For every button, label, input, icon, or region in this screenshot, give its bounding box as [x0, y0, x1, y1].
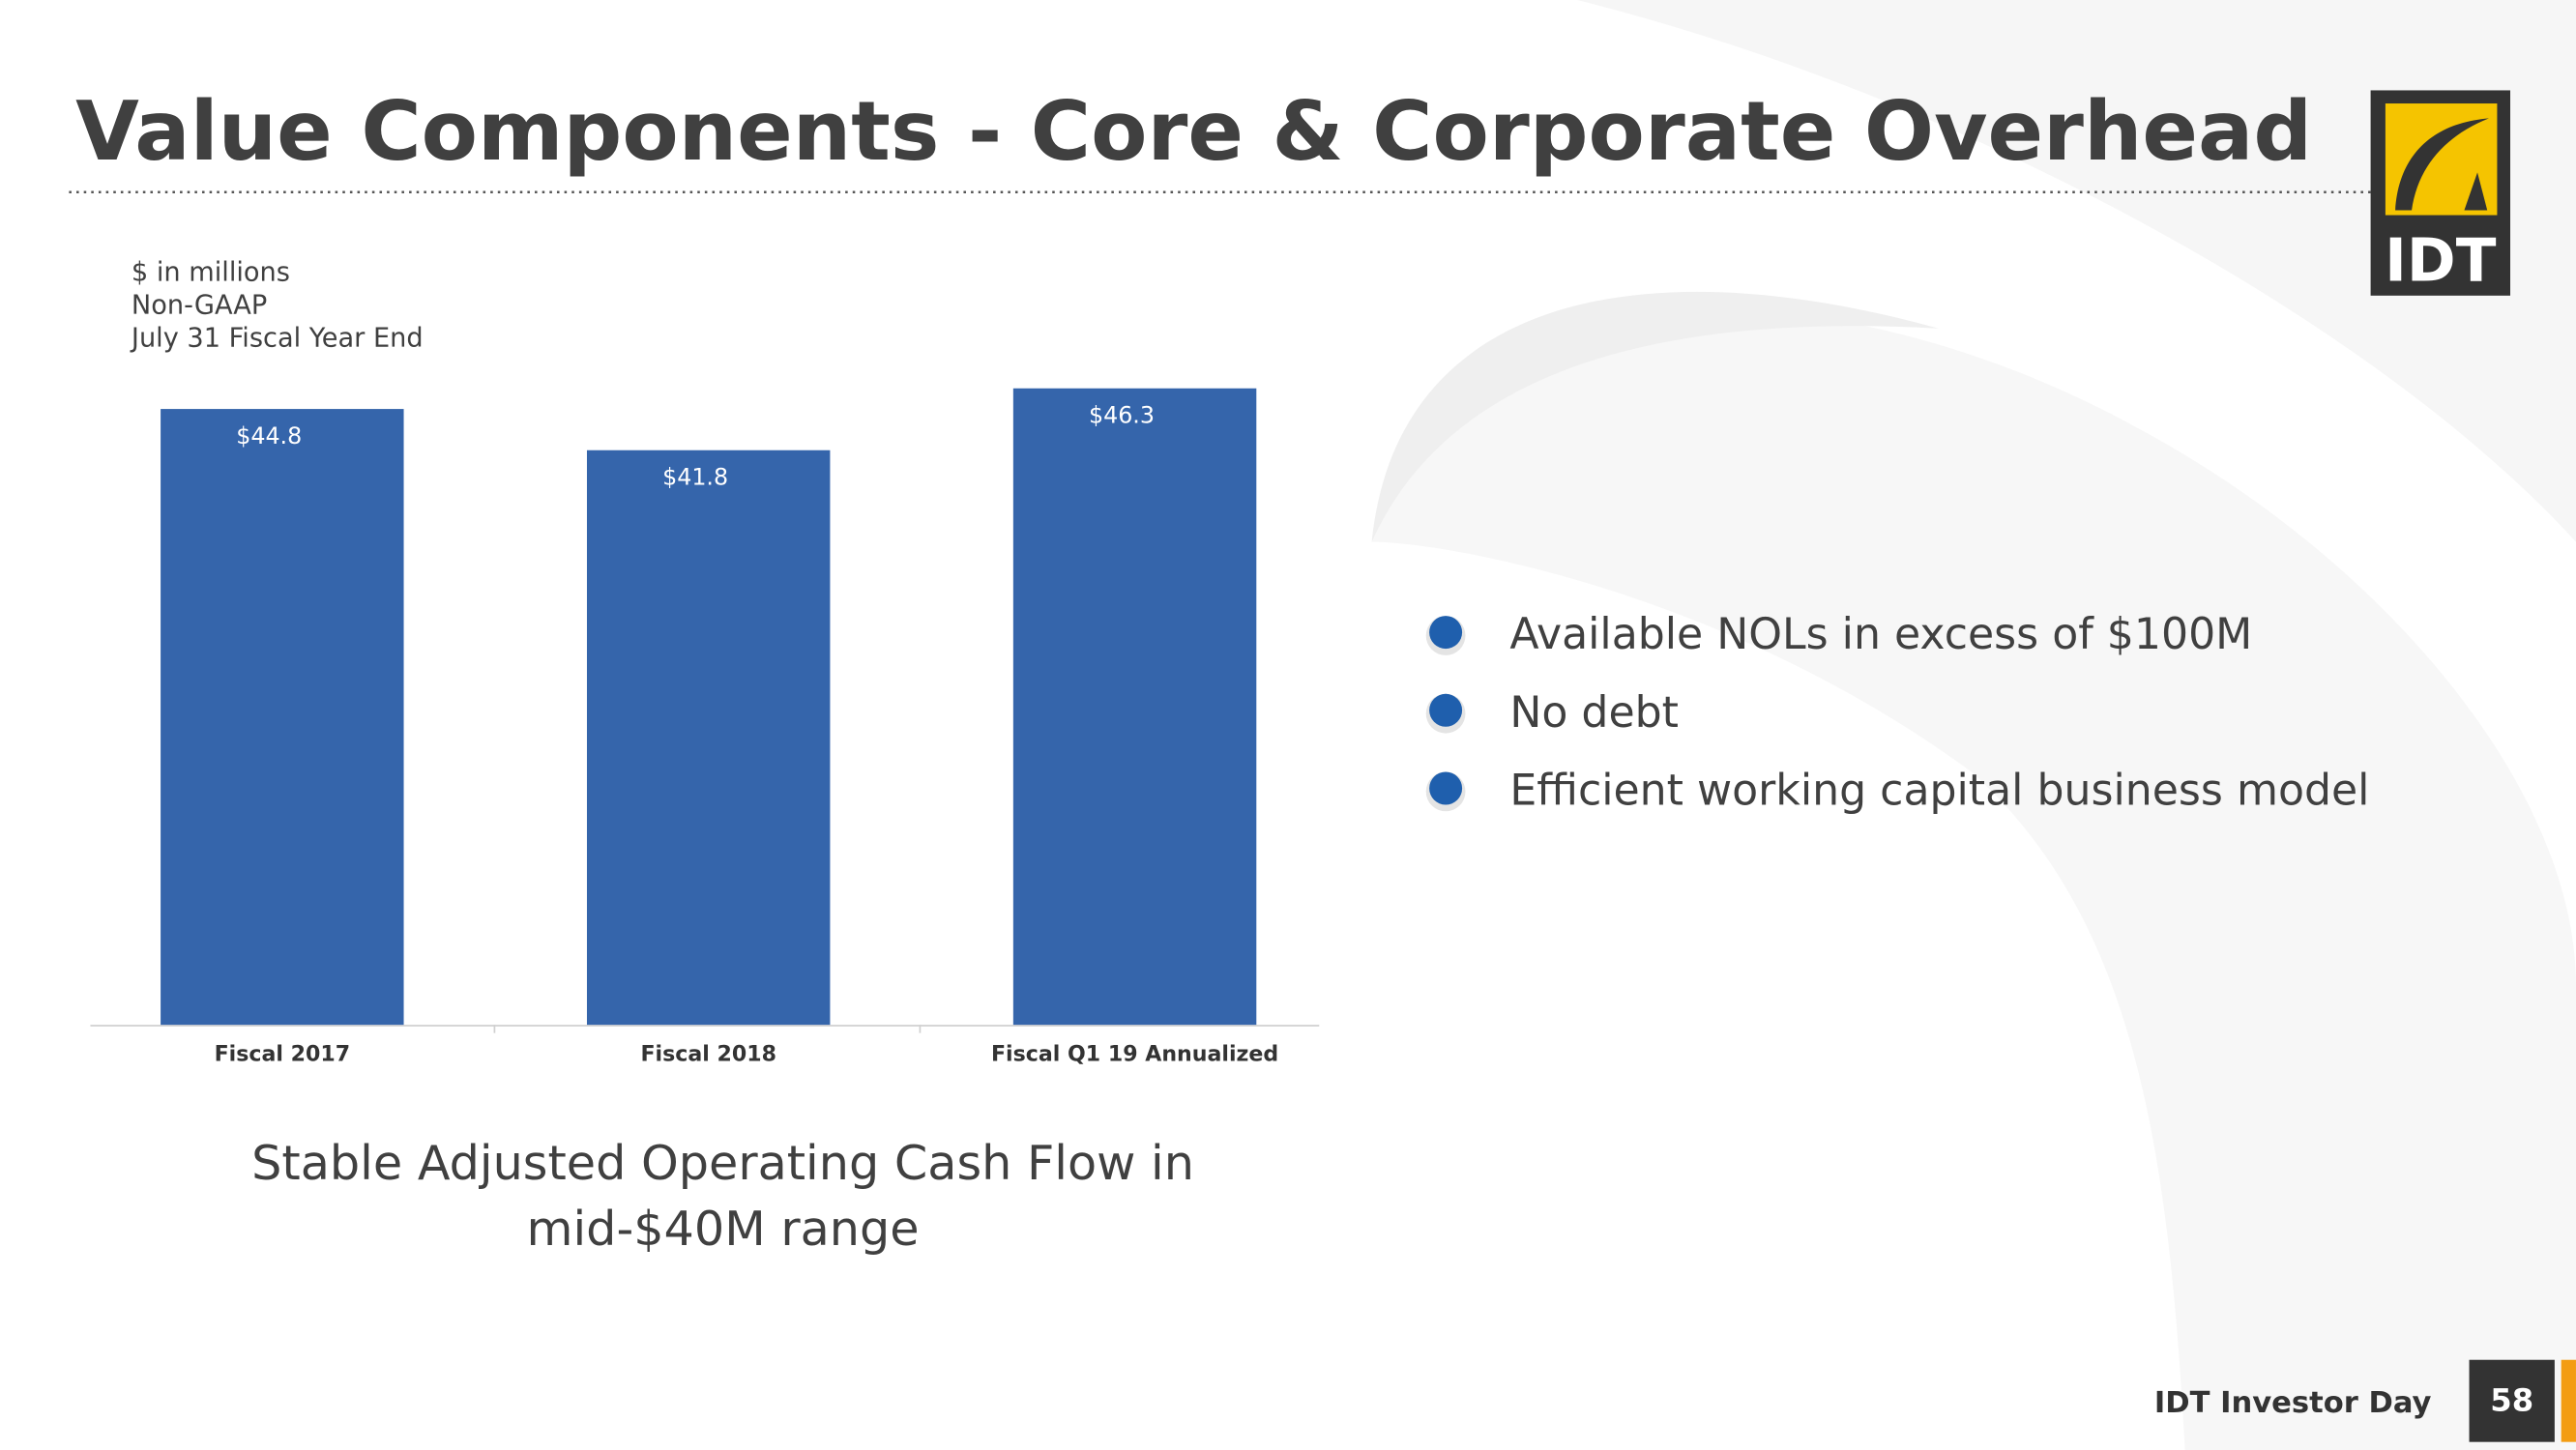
swoosh	[1371, 291, 1939, 542]
page-number: 58	[2490, 1381, 2533, 1418]
bar	[586, 450, 831, 1026]
bullet-list: Available NOLs in excess of $100M No debt…	[1425, 610, 2369, 815]
value-label: $46.3	[1089, 401, 1155, 428]
logo: IDT	[2370, 90, 2511, 296]
bullet-text: Available NOLs in excess of $100M	[1509, 610, 2252, 659]
bullet-text: No debt	[1509, 688, 1679, 738]
footer-label: IDT Investor Day	[2154, 1386, 2432, 1420]
bar	[161, 409, 404, 1026]
swoosh	[1577, 0, 2576, 542]
swoosh	[1371, 308, 2576, 1450]
logo-arc	[2395, 118, 2489, 211]
page-box	[2469, 1359, 2555, 1442]
bar	[1012, 388, 1257, 1026]
note: Non-GAAP	[132, 290, 267, 320]
slide-title: Value Components - Core & Corporate Over…	[75, 84, 2312, 180]
logo-text: IDT	[2385, 227, 2497, 296]
bullet-dot	[1429, 616, 1463, 650]
x-tick-label: Fiscal 2018	[640, 1043, 776, 1067]
caption: mid-$40M range	[527, 1201, 920, 1257]
value-label: $41.8	[662, 463, 728, 490]
x-tick-label: Fiscal 2017	[215, 1043, 350, 1067]
value-label: $44.8	[236, 422, 302, 450]
note: $ in millions	[132, 258, 290, 288]
accent	[2561, 1359, 2576, 1442]
bullet-dot	[1429, 771, 1463, 805]
bars: $44.8 Fiscal 2017 $41.8 Fiscal 2018 $46.3 Fis…	[161, 388, 1278, 1067]
bullet-text: Efficient working capital business model	[1509, 766, 2369, 815]
x-tick-label: Fiscal Q1 19 Annualized	[991, 1043, 1278, 1067]
caption: Stable Adjusted Operating Cash Flow in	[251, 1135, 1194, 1191]
bullet-dot	[1429, 693, 1463, 727]
logo-arc	[2464, 172, 2488, 211]
note: July 31 Fiscal Year End	[130, 323, 424, 353]
